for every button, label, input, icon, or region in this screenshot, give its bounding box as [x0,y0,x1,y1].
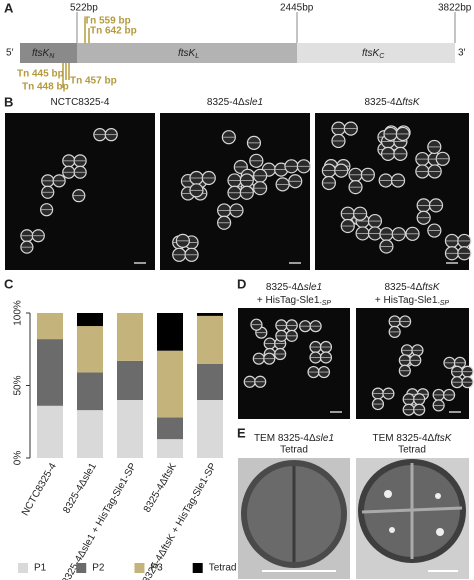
strain: NCTC8325-4 [51,97,110,108]
x-tick-label: 8325-4ΔftsK [142,461,179,514]
bar-segment [77,410,103,458]
transposon-label: Tn 445 bp [17,69,64,80]
legend-swatch [192,563,203,573]
bar-segment [157,439,183,458]
strain-title: 8325-4ΔftsK [364,97,420,108]
bar-segment [157,313,183,351]
subscript: N [49,53,55,60]
segment-label: ftsKL [178,48,199,60]
strain: 8325-4Δ [364,97,402,108]
strain: TEM 8325-4Δ [254,433,316,444]
segment-label: ftsKC [362,48,385,60]
bar-segment [77,313,103,327]
subscript: -SP [437,300,449,307]
x-tick-label: NCTC8325-4 [20,461,59,518]
five-prime: 5′ [6,48,14,59]
y-tick-label: 0% [13,451,24,466]
strain-title: + HisTag-Sle1-SP [257,295,332,307]
y-tick-label: 100% [13,300,24,326]
segment-label: ftsKN [32,48,55,60]
bar-segment [157,417,183,440]
legend-label: Tetrad [209,563,237,574]
gene: sle1 [304,282,322,293]
segment-n [20,43,77,63]
image-title: TEM 8325-4ΔftsK [373,433,453,444]
bar-segment [77,372,103,411]
bar-segment [197,313,223,316]
bar-segment [37,405,63,458]
transposon-label: Tn 559 bp [84,16,131,27]
strain: 8325-4Δ [266,282,304,293]
panel-label: E [237,425,246,440]
transposon-label: Tn 457 bp [70,76,117,87]
three-prime: 3′ [458,48,466,59]
gene: ftsK [402,97,421,108]
gene: ftsK [434,433,453,444]
gene: ftsK [422,282,441,293]
gene: sle1 [245,97,263,108]
strain-title: 8325-4Δsle1 [266,282,322,293]
strain: 8325-4Δ [384,282,422,293]
gene: ftsK [32,48,51,59]
tem-image [356,458,469,579]
panel-label: C [4,276,14,291]
transposon-label: Tn 642 bp [90,26,137,37]
bar-segment [157,350,183,418]
strain: 8325-4Δ [207,97,245,108]
construct: + HisTag-Sle1 [257,295,320,306]
subscript: L [195,53,199,60]
strain-title: 8325-4ΔftsK [384,282,440,293]
transposon-label: Tn 448 bp [22,82,69,93]
gene: ftsK [178,48,197,59]
strain-title: 8325-4Δsle1 [207,97,263,108]
legend-swatch [76,563,87,573]
bar-segment [197,363,223,400]
bar-segment [37,313,63,340]
stacked-bar-chart: 0%50%100%NCTC8325-4 8325-4Δsle18325-4Δsle… [13,300,237,580]
gene: ftsK [362,48,381,59]
strain: TEM 8325-4Δ [373,433,435,444]
panel-label: A [4,0,14,15]
transposon-lines [62,18,90,88]
position-label: 3822bp [438,3,472,14]
construct: + HisTag-Sle1 [375,295,438,306]
subscript: C [379,53,385,60]
image-title: Tetrad [398,445,426,456]
legend-swatch [134,563,145,573]
strain-title: NCTC8325-4 [51,97,110,108]
subscript: -SP [319,300,331,307]
x-tick-label: 8325-4Δsle1 [61,461,99,516]
bar-segment [117,360,143,400]
position-label: 522bp [70,3,98,14]
cells [243,315,474,416]
panel-label: B [4,94,13,109]
bar-segment [37,339,63,406]
legend-swatch [18,563,28,573]
bar-segment [77,326,103,373]
legend-label: P1 [34,563,47,574]
bar-segment [197,315,223,364]
image-title: Tetrad [280,445,308,456]
segment-c [297,43,455,63]
legend-label: P3 [150,563,163,574]
cells [20,121,472,262]
segment-l [77,43,297,63]
position-label: 2445bp [280,3,314,14]
image-title: TEM 8325-4Δsle1 [254,433,334,444]
panel-label: D [237,276,246,291]
bar-segment [117,400,143,458]
strain-title: + HisTag-Sle1-SP [375,295,450,307]
gene: sle1 [316,433,334,444]
bar-segment [117,313,143,361]
y-tick-label: 50% [13,375,24,395]
bar-segment [197,400,223,458]
legend-label: P2 [92,563,105,574]
tem-image [238,458,350,579]
